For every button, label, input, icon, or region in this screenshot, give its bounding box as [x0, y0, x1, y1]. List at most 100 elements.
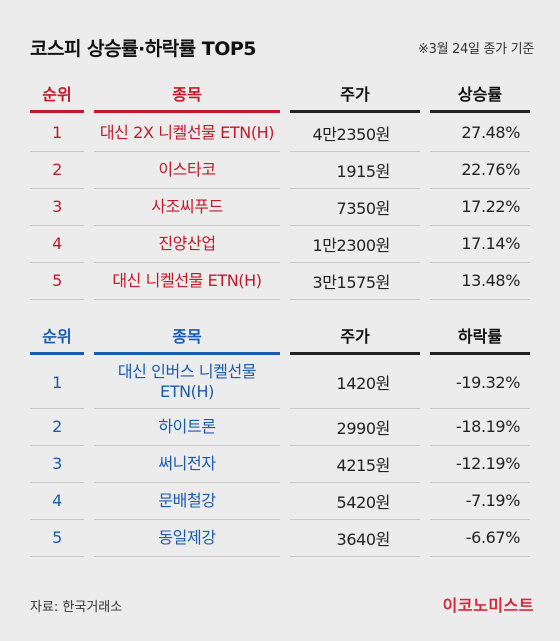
row-divider — [430, 556, 530, 557]
gainers-table: 순위 종목 주가 상승률 1 대신 2X 니켈선물 ETN(H) 4만2350원 27… — [0, 80, 560, 300]
row-divider — [94, 151, 280, 152]
rate-cell: 17.14% — [461, 234, 520, 253]
stock-name-cell: 하이트론 — [158, 416, 216, 436]
row-divider — [94, 482, 280, 483]
row-divider — [94, 188, 280, 189]
row-divider — [430, 482, 530, 483]
losers-body: 1 대신 인버스 니켈선물 ETN(H) 1420원 -19.32% 2 하이트론 2990… — [0, 356, 560, 557]
gainers-header-name: 종목 — [94, 80, 280, 113]
header: 코스피 상승률·하락률 TOP5 ※3월 24일 종가 기준 — [0, 0, 560, 80]
gainers-header-rank: 순위 — [30, 80, 84, 113]
row-divider — [290, 408, 420, 409]
row-divider — [430, 445, 530, 446]
rank-cell: 3 — [52, 454, 62, 473]
rank-cell: 2 — [52, 160, 62, 179]
rate-cell: -18.19% — [456, 417, 520, 436]
rank-cell: 4 — [52, 234, 62, 253]
row-divider — [290, 556, 420, 557]
row-divider — [290, 225, 420, 226]
row-divider — [430, 299, 530, 300]
losers-header-name: 종목 — [94, 322, 280, 355]
stock-name-cell: 진양산업 — [158, 233, 216, 253]
table-row: 2 이스타코 1915원 22.76% — [0, 151, 560, 189]
stock-name-cell: 대신 니켈선물 ETN(H) — [112, 270, 262, 290]
rate-cell: 22.76% — [461, 160, 520, 179]
price-cell: 7350원 — [336, 198, 391, 218]
table-row: 4 진양산업 1만2300원 17.14% — [0, 225, 560, 263]
price-cell: 3만1575원 — [312, 272, 390, 292]
row-divider — [430, 151, 530, 152]
row-divider — [430, 519, 530, 520]
row-divider — [94, 262, 280, 263]
price-cell: 1915원 — [336, 161, 391, 181]
table-row: 5 대신 니켈선물 ETN(H) 3만1575원 13.48% — [0, 262, 560, 300]
losers-table: 순위 종목 주가 하락률 1 대신 인버스 니켈선물 ETN(H) 1420원 -19… — [0, 322, 560, 557]
stock-name-cell: 사조씨푸드 — [151, 196, 223, 216]
row-divider — [94, 299, 280, 300]
rate-cell: 17.22% — [461, 197, 520, 216]
price-cell: 1420원 — [336, 374, 391, 393]
page-title: 코스피 상승률·하락률 TOP5 — [30, 38, 257, 60]
row-divider — [94, 519, 280, 520]
row-divider — [30, 151, 84, 152]
gainers-header-row: 순위 종목 주가 상승률 — [0, 80, 560, 114]
row-divider — [30, 519, 84, 520]
table-row: 3 써니전자 4215원 -12.19% — [0, 445, 560, 483]
stock-name-cell: 이스타코 — [158, 159, 216, 179]
losers-header-rank: 순위 — [30, 322, 84, 355]
row-divider — [30, 299, 84, 300]
stock-name-cell: 문배철강 — [158, 490, 216, 510]
row-divider — [94, 445, 280, 446]
row-divider — [30, 408, 84, 409]
rate-cell: -6.67% — [465, 528, 521, 547]
row-divider — [430, 225, 530, 226]
price-cell: 4215원 — [336, 455, 391, 475]
row-divider — [290, 445, 420, 446]
gainers-body: 1 대신 2X 니켈선물 ETN(H) 4만2350원 27.48% 2 이스타코 1915… — [0, 114, 560, 300]
price-cell: 1만2300원 — [312, 235, 390, 255]
row-divider — [290, 482, 420, 483]
table-row: 1 대신 인버스 니켈선물 ETN(H) 1420원 -19.32% — [0, 356, 560, 409]
rank-cell: 2 — [52, 417, 62, 436]
table-row: 1 대신 2X 니켈선물 ETN(H) 4만2350원 27.48% — [0, 114, 560, 152]
row-divider — [430, 188, 530, 189]
rank-cell: 5 — [52, 528, 62, 547]
row-divider — [430, 408, 530, 409]
row-divider — [30, 262, 84, 263]
row-divider — [430, 262, 530, 263]
gainers-header-price: 주가 — [290, 80, 420, 113]
source-note: 자료: 한국거래소 — [30, 600, 123, 615]
stock-name-cell: 써니전자 — [158, 453, 216, 473]
rate-cell: 27.48% — [461, 123, 520, 142]
losers-header-row: 순위 종목 주가 하락률 — [0, 322, 560, 356]
row-divider — [290, 262, 420, 263]
stock-name-cell: 대신 2X 니켈선물 ETN(H) — [99, 122, 275, 142]
row-divider — [290, 151, 420, 152]
table-row: 5 동일제강 3640원 -6.67% — [0, 519, 560, 557]
rate-cell: -12.19% — [456, 454, 520, 473]
stock-name-cell: 동일제강 — [158, 527, 216, 547]
table-row: 2 하이트론 2990원 -18.19% — [0, 408, 560, 446]
row-divider — [30, 482, 84, 483]
price-cell: 3640원 — [336, 529, 391, 549]
date-note: ※3월 24일 종가 기준 — [418, 42, 534, 57]
row-divider — [290, 299, 420, 300]
row-divider — [94, 408, 280, 409]
row-divider — [30, 225, 84, 226]
row-divider — [290, 188, 420, 189]
table-row: 3 사조씨푸드 7350원 17.22% — [0, 188, 560, 226]
rate-cell: 13.48% — [461, 271, 520, 290]
price-cell: 4만2350원 — [312, 124, 390, 144]
table-row: 4 문배철강 5420원 -7.19% — [0, 482, 560, 520]
stock-name-cell: 대신 인버스 니켈선물 ETN(H) — [117, 362, 257, 401]
row-divider — [30, 445, 84, 446]
row-divider — [290, 519, 420, 520]
rank-cell: 3 — [52, 197, 62, 216]
price-cell: 5420원 — [336, 492, 391, 512]
row-divider — [94, 556, 280, 557]
rank-cell: 1 — [52, 372, 62, 392]
rank-cell: 5 — [52, 271, 62, 290]
row-divider — [30, 556, 84, 557]
rank-cell: 1 — [52, 123, 62, 142]
price-cell: 2990원 — [336, 418, 391, 438]
